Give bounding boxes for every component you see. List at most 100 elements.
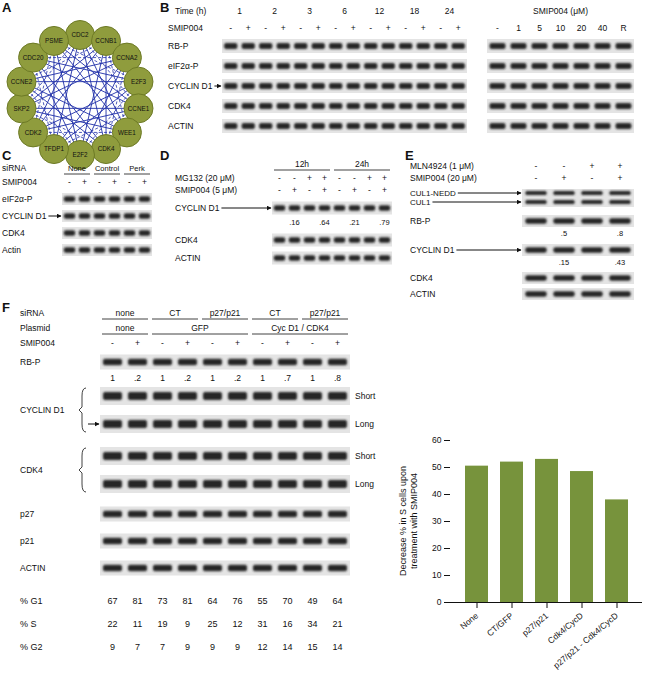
svg-text:-: -	[98, 177, 101, 187]
svg-text:+: +	[307, 173, 312, 183]
svg-text:CDK4: CDK4	[20, 465, 43, 475]
svg-text:16: 16	[282, 619, 292, 629]
svg-text:CT: CT	[169, 308, 180, 318]
svg-text:40: 40	[432, 489, 442, 499]
svg-text:RB-P: RB-P	[20, 357, 41, 367]
svg-text:.64: .64	[319, 218, 329, 227]
svg-text:60: 60	[432, 435, 442, 445]
svg-text:MLN4924 (1 μM): MLN4924 (1 μM)	[410, 161, 474, 171]
svg-text:-: -	[338, 173, 341, 183]
svg-text:0: 0	[437, 597, 442, 607]
svg-text:Short: Short	[355, 391, 376, 401]
svg-text:.2: .2	[234, 373, 241, 383]
svg-text:+: +	[562, 173, 567, 183]
svg-text:ACTIN: ACTIN	[20, 563, 46, 573]
svg-text:-: -	[496, 23, 499, 33]
svg-text:40: 40	[598, 23, 608, 33]
svg-text:-: -	[299, 23, 302, 33]
svg-text:24: 24	[445, 6, 455, 16]
svg-text:CYCLIN D1: CYCLIN D1	[20, 405, 65, 415]
svg-text:34: 34	[307, 619, 317, 629]
svg-text:20: 20	[432, 543, 442, 553]
svg-text:+: +	[316, 23, 321, 33]
svg-text:1: 1	[160, 373, 165, 383]
svg-text:-: -	[353, 173, 356, 183]
svg-text:.8: .8	[334, 373, 341, 383]
svg-text:F: F	[2, 300, 10, 315]
svg-text:-: -	[264, 23, 267, 33]
svg-text:+: +	[322, 185, 327, 195]
svg-text:ACTIN: ACTIN	[175, 253, 201, 263]
svg-text:50: 50	[432, 462, 442, 472]
svg-text:Cyc D1 / CDK4: Cyc D1 / CDK4	[271, 323, 329, 333]
svg-text:9: 9	[110, 642, 115, 652]
svg-text:B: B	[160, 0, 169, 15]
svg-text:None: None	[68, 164, 86, 173]
svg-text:.15: .15	[559, 258, 569, 267]
svg-text:+: +	[351, 23, 356, 33]
svg-text:WEE1: WEE1	[118, 129, 136, 136]
svg-text:p27: p27	[20, 509, 34, 519]
svg-text:1: 1	[237, 6, 242, 16]
svg-text:Actin: Actin	[2, 245, 21, 255]
svg-text:+: +	[112, 177, 117, 187]
svg-text:+: +	[382, 185, 387, 195]
svg-text:-: -	[535, 173, 538, 183]
svg-text:11: 11	[133, 619, 142, 629]
svg-text:-: -	[161, 338, 164, 348]
svg-text:SMIP004 (20 μM): SMIP004 (20 μM)	[410, 173, 477, 183]
svg-text:GFP: GFP	[191, 323, 209, 333]
svg-text:.21: .21	[349, 218, 359, 227]
svg-text:none: none	[116, 308, 135, 318]
svg-text:None: None	[458, 610, 480, 631]
svg-text:+: +	[281, 23, 286, 33]
svg-text:+: +	[335, 338, 340, 348]
svg-text:CCNB1: CCNB1	[95, 37, 117, 44]
svg-text:55: 55	[257, 596, 267, 606]
svg-text:19: 19	[157, 619, 167, 629]
svg-text:ACTIN: ACTIN	[410, 289, 436, 299]
svg-text:C: C	[2, 148, 12, 163]
svg-text:CCNE2: CCNE2	[11, 78, 33, 85]
svg-text:+: +	[322, 173, 327, 183]
svg-text:14: 14	[332, 642, 342, 652]
svg-text:15: 15	[307, 642, 317, 652]
svg-text:D: D	[160, 148, 169, 163]
svg-text:SMIP004 (5 μM): SMIP004 (5 μM)	[175, 185, 237, 195]
svg-text:CCNA2: CCNA2	[116, 54, 138, 61]
svg-text:70: 70	[282, 596, 292, 606]
svg-text:-: -	[211, 338, 214, 348]
svg-text:1: 1	[110, 373, 115, 383]
svg-text:+: +	[352, 185, 357, 195]
svg-text:-: -	[293, 173, 296, 183]
svg-text:+: +	[246, 23, 251, 33]
svg-text:Time (h): Time (h)	[175, 6, 206, 16]
svg-text:E2F2: E2F2	[72, 151, 88, 158]
svg-text:-: -	[229, 23, 232, 33]
svg-text:.8: .8	[617, 229, 623, 238]
svg-text:CYCLIN D1: CYCLIN D1	[175, 203, 220, 213]
svg-text:CT/GFP: CT/GFP	[485, 610, 516, 638]
svg-text:CCNE1: CCNE1	[128, 105, 150, 112]
svg-text:p27/p21 - Cdk4/CycD: p27/p21 - Cdk4/CycD	[551, 611, 620, 671]
svg-text:7: 7	[160, 642, 165, 652]
svg-text:6: 6	[342, 6, 347, 16]
svg-text:p27/p21: p27/p21	[310, 308, 341, 318]
svg-text:CT: CT	[269, 308, 280, 318]
svg-text:R: R	[620, 23, 626, 33]
svg-text:-: -	[278, 173, 281, 183]
svg-text:-: -	[334, 23, 337, 33]
svg-text:CYCLIN D1: CYCLIN D1	[2, 211, 47, 221]
svg-text:+: +	[618, 161, 623, 171]
svg-text:12: 12	[232, 619, 242, 629]
svg-text:+: +	[456, 23, 461, 33]
svg-text:CDK4: CDK4	[410, 273, 433, 283]
svg-text:+: +	[185, 338, 190, 348]
svg-text:.16: .16	[289, 218, 299, 227]
svg-text:12: 12	[257, 642, 267, 652]
svg-text:3: 3	[307, 6, 312, 16]
svg-text:CYCLIN D1: CYCLIN D1	[168, 81, 213, 91]
svg-text:SMIP004: SMIP004	[20, 338, 55, 348]
svg-text:-: -	[563, 161, 566, 171]
svg-text:+: +	[382, 173, 387, 183]
